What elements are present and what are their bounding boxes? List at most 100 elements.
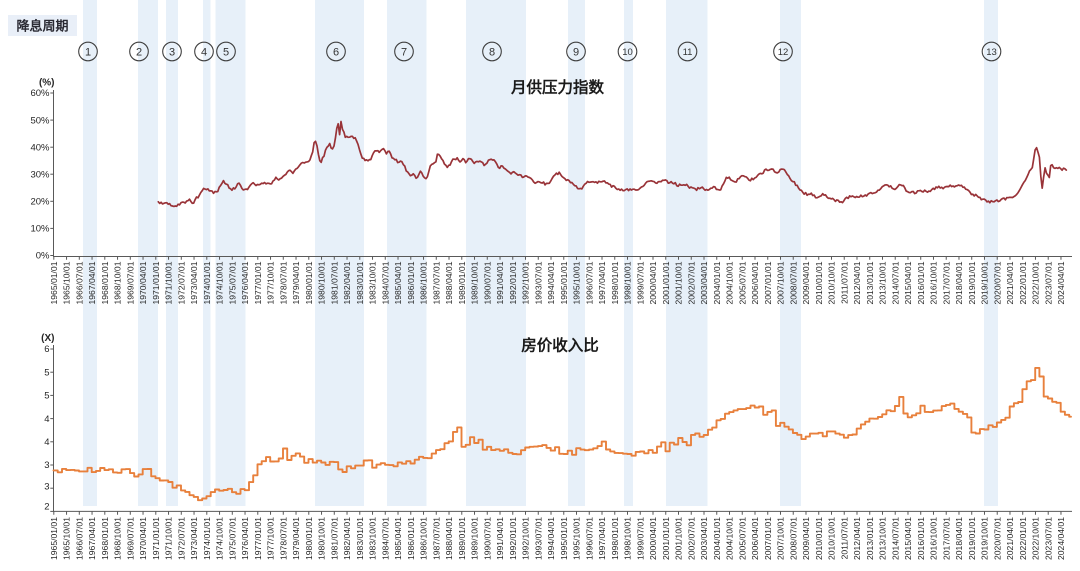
svg-text:(%): (%) [39, 78, 55, 89]
svg-text:2019/01/01: 2019/01/01 [967, 517, 977, 560]
svg-text:4: 4 [44, 414, 49, 425]
svg-text:2015/04/01: 2015/04/01 [903, 261, 913, 304]
svg-text:2024/04/01: 2024/04/01 [1056, 261, 1066, 304]
svg-text:1983/10/01: 1983/10/01 [368, 261, 378, 304]
svg-text:2020/07/01: 2020/07/01 [992, 261, 1002, 304]
svg-text:2010/01/01: 2010/01/01 [814, 261, 824, 304]
svg-text:2019/01/01: 2019/01/01 [967, 261, 977, 304]
svg-text:4: 4 [44, 437, 49, 448]
svg-text:2007/01/01: 2007/01/01 [763, 517, 773, 560]
svg-text:(X): (X) [41, 333, 54, 344]
svg-text:1968/01/01: 1968/01/01 [100, 261, 110, 304]
svg-text:2020/07/01: 2020/07/01 [992, 517, 1002, 560]
svg-text:2005/07/01: 2005/07/01 [737, 261, 747, 304]
svg-text:2016/10/01: 2016/10/01 [929, 261, 939, 304]
svg-text:1968/01/01: 1968/01/01 [100, 517, 110, 560]
svg-text:1980/01/01: 1980/01/01 [304, 517, 314, 560]
svg-text:1991/04/01: 1991/04/01 [495, 517, 505, 560]
svg-text:1979/04/01: 1979/04/01 [291, 261, 301, 304]
svg-text:1965/01/01: 1965/01/01 [49, 517, 59, 560]
svg-text:1986/01/01: 1986/01/01 [406, 261, 416, 304]
svg-text:3: 3 [44, 460, 49, 471]
svg-text:2001/01/01: 2001/01/01 [661, 517, 671, 560]
svg-text:2005/07/01: 2005/07/01 [737, 517, 747, 560]
svg-text:2004/10/01: 2004/10/01 [725, 517, 735, 560]
svg-text:2018/04/01: 2018/04/01 [954, 517, 964, 560]
svg-text:1965/10/01: 1965/10/01 [62, 261, 72, 304]
svg-text:2010/10/01: 2010/10/01 [827, 517, 837, 560]
svg-text:2003/04/01: 2003/04/01 [699, 261, 709, 304]
svg-text:1995/10/01: 1995/10/01 [572, 261, 582, 304]
svg-text:2016/01/01: 2016/01/01 [916, 261, 926, 304]
svg-text:2013/01/01: 2013/01/01 [865, 517, 875, 560]
svg-text:1975/07/01: 1975/07/01 [227, 261, 237, 304]
svg-text:1991/04/01: 1991/04/01 [495, 261, 505, 304]
svg-text:1974/01/01: 1974/01/01 [202, 517, 212, 560]
svg-text:1987/07/01: 1987/07/01 [431, 517, 441, 560]
svg-text:2013/01/01: 2013/01/01 [865, 261, 875, 304]
svg-text:1990/07/01: 1990/07/01 [482, 517, 492, 560]
svg-text:1972/07/01: 1972/07/01 [176, 517, 186, 560]
svg-text:1971/10/01: 1971/10/01 [164, 261, 174, 304]
svg-text:2002/07/01: 2002/07/01 [686, 261, 696, 304]
svg-text:2008/07/01: 2008/07/01 [788, 261, 798, 304]
svg-text:2019/10/01: 2019/10/01 [980, 261, 990, 304]
svg-text:1999/07/01: 1999/07/01 [635, 261, 645, 304]
svg-text:2009/04/01: 2009/04/01 [801, 261, 811, 304]
svg-text:1972/07/01: 1972/07/01 [176, 261, 186, 304]
svg-text:2004/10/01: 2004/10/01 [725, 261, 735, 304]
svg-text:2: 2 [136, 46, 142, 58]
svg-text:2010/01/01: 2010/01/01 [814, 517, 824, 560]
svg-text:2013/10/01: 2013/10/01 [878, 261, 888, 304]
svg-text:1996/07/01: 1996/07/01 [584, 517, 594, 560]
svg-text:1971/01/01: 1971/01/01 [151, 261, 161, 304]
svg-text:1989/01/01: 1989/01/01 [457, 517, 467, 560]
svg-text:10%: 10% [30, 224, 50, 235]
svg-text:40%: 40% [30, 142, 50, 153]
svg-text:2022/10/01: 2022/10/01 [1031, 261, 1041, 304]
svg-text:1994/04/01: 1994/04/01 [546, 261, 556, 304]
svg-text:1978/07/01: 1978/07/01 [278, 517, 288, 560]
svg-text:10: 10 [622, 47, 633, 58]
svg-text:1999/07/01: 1999/07/01 [635, 517, 645, 560]
svg-text:房价收入比: 房价收入比 [521, 336, 599, 355]
svg-text:1966/07/01: 1966/07/01 [74, 517, 84, 560]
svg-text:2: 2 [44, 502, 49, 513]
svg-text:2007/01/01: 2007/01/01 [763, 261, 773, 304]
svg-text:2019/10/01: 2019/10/01 [980, 517, 990, 560]
svg-text:9: 9 [573, 46, 579, 58]
svg-text:1966/07/01: 1966/07/01 [74, 261, 84, 304]
svg-text:13: 13 [986, 47, 997, 58]
svg-text:6: 6 [44, 344, 49, 355]
svg-text:2002/07/01: 2002/07/01 [686, 517, 696, 560]
svg-text:1967/04/01: 1967/04/01 [87, 517, 97, 560]
svg-text:1974/01/01: 1974/01/01 [202, 261, 212, 304]
svg-text:2017/07/01: 2017/07/01 [941, 517, 951, 560]
svg-text:1979/04/01: 1979/04/01 [291, 517, 301, 560]
svg-text:1997/04/01: 1997/04/01 [597, 261, 607, 304]
svg-text:2006/04/01: 2006/04/01 [750, 517, 760, 560]
svg-text:2023/07/01: 2023/07/01 [1043, 517, 1053, 560]
svg-text:2018/04/01: 2018/04/01 [954, 261, 964, 304]
svg-text:2004/01/01: 2004/01/01 [712, 517, 722, 560]
svg-text:5: 5 [44, 391, 49, 402]
svg-text:1989/01/01: 1989/01/01 [457, 261, 467, 304]
svg-text:1987/07/01: 1987/07/01 [431, 261, 441, 304]
svg-text:1985/04/01: 1985/04/01 [393, 517, 403, 560]
svg-text:2014/07/01: 2014/07/01 [890, 517, 900, 560]
svg-text:1970/04/01: 1970/04/01 [138, 261, 148, 304]
svg-text:11: 11 [683, 47, 693, 58]
svg-text:1994/04/01: 1994/04/01 [546, 517, 556, 560]
svg-text:7: 7 [401, 46, 407, 58]
svg-text:1990/07/01: 1990/07/01 [482, 261, 492, 304]
svg-text:1965/01/01: 1965/01/01 [49, 261, 59, 304]
svg-text:1992/10/01: 1992/10/01 [521, 517, 531, 560]
svg-text:1997/04/01: 1997/04/01 [597, 517, 607, 560]
svg-text:2011/07/01: 2011/07/01 [839, 517, 849, 560]
svg-text:30%: 30% [30, 169, 50, 180]
svg-text:1965/10/01: 1965/10/01 [62, 517, 72, 560]
svg-text:6: 6 [333, 46, 339, 58]
svg-text:1968/10/01: 1968/10/01 [113, 517, 123, 560]
svg-text:1978/07/01: 1978/07/01 [278, 261, 288, 304]
svg-text:12: 12 [778, 47, 789, 58]
